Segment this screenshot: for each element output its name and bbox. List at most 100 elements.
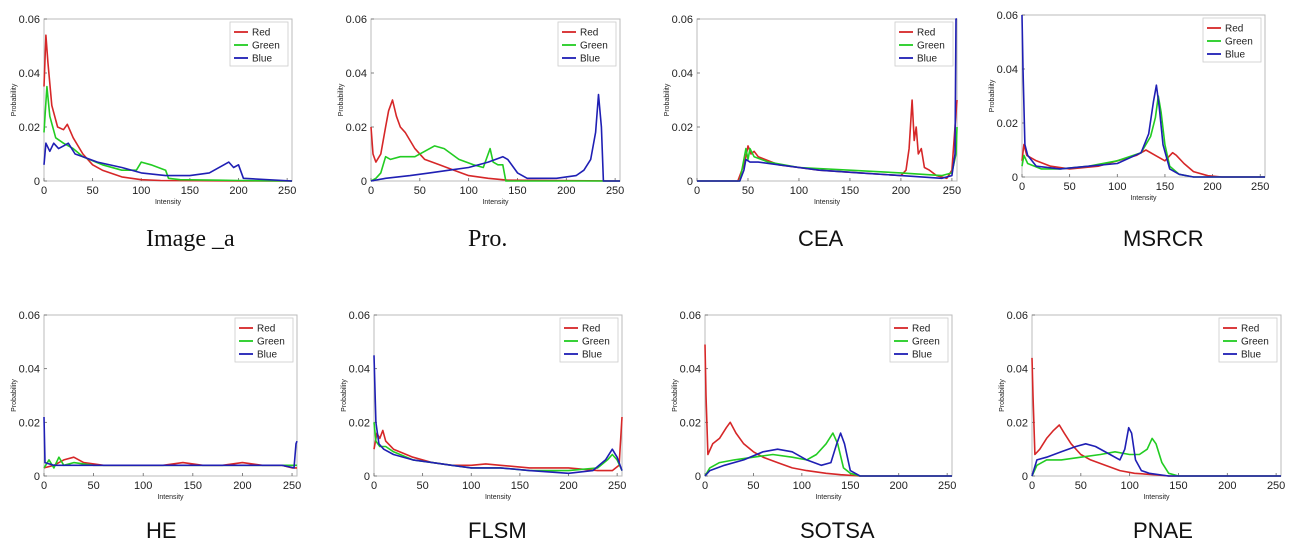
- x-tick-label: 200: [1218, 480, 1236, 492]
- y-axis-label: Probability: [338, 83, 345, 116]
- x-tick-label: 50: [1075, 480, 1087, 492]
- x-axis-label: Intensity: [155, 199, 182, 206]
- series-line-blue: [370, 93, 620, 182]
- chart-caption: FLSM: [468, 518, 527, 543]
- y-tick-label: 0.04: [997, 64, 1018, 76]
- histogram-chart: 0 50 100 150 200 250 0 0.02 0.04 0.06 Intensity Pro…: [664, 14, 961, 206]
- y-tick-label: 0.02: [997, 118, 1018, 130]
- y-tick-label: 0.04: [19, 364, 40, 376]
- legend-label-blue: Blue: [582, 350, 602, 361]
- x-tick-label: 150: [841, 185, 859, 197]
- y-tick-label: 0: [1012, 172, 1018, 184]
- y-tick-label: 0: [34, 471, 40, 483]
- x-tick-label: 250: [278, 185, 296, 197]
- x-tick-label: 200: [557, 185, 575, 197]
- y-axis-label: Probability: [672, 379, 679, 412]
- x-tick-label: 0: [694, 185, 700, 197]
- x-tick-label: 200: [890, 480, 908, 492]
- legend-label-green: Green: [912, 337, 940, 348]
- series-line-green: [704, 432, 952, 477]
- series-line-blue: [704, 432, 952, 477]
- y-tick-label: 0.02: [672, 122, 693, 134]
- y-tick-label: 0.02: [680, 417, 701, 429]
- y-tick-label: 0: [687, 176, 693, 188]
- chart-caption: CEA: [798, 226, 844, 251]
- x-tick-label: 100: [793, 480, 811, 492]
- chart-panel-2: 0 50 100 150 200 250 0 0.02 0.04 0.06 Intensity Pro…: [655, 8, 975, 223]
- x-tick-label: 250: [606, 185, 624, 197]
- x-tick-label: 200: [233, 480, 251, 492]
- x-tick-label: 0: [702, 480, 708, 492]
- chart-caption: MSRCR: [1123, 226, 1204, 251]
- chart-caption: PNAE: [1133, 518, 1193, 543]
- series-line-blue: [43, 142, 293, 182]
- legend-label-blue: Blue: [580, 54, 600, 65]
- legend-label-green: Green: [580, 41, 608, 52]
- y-axis-label: Probability: [11, 379, 18, 412]
- x-axis-label: Intensity: [814, 199, 841, 206]
- y-tick-label: 0.02: [19, 122, 40, 134]
- histogram-chart: 0 50 100 150 200 250 0 0.02 0.04 0.06 Intensity Pro…: [11, 14, 296, 206]
- y-axis-label: Probability: [664, 83, 671, 116]
- legend-label-green: Green: [1241, 337, 1269, 348]
- x-tick-label: 150: [181, 185, 199, 197]
- y-tick-label: 0.06: [672, 14, 693, 26]
- x-tick-label: 50: [87, 480, 99, 492]
- y-tick-label: 0.06: [1007, 310, 1028, 322]
- legend-label-blue: Blue: [1241, 350, 1261, 361]
- y-tick-label: 0: [364, 471, 370, 483]
- x-tick-label: 50: [417, 480, 429, 492]
- x-tick-label: 150: [1169, 480, 1187, 492]
- series-line-green: [1021, 95, 1265, 178]
- x-tick-label: 50: [742, 185, 754, 197]
- y-tick-label: 0: [361, 176, 367, 188]
- chart-panel-5: 0 50 100 150 200 250 0 0.02 0.04 0.06 Intensity Pro…: [330, 306, 650, 521]
- series-line-blue: [43, 416, 298, 469]
- histogram-chart: 0 50 100 150 200 250 0 0.02 0.04 0.06 Intensity Pro…: [338, 14, 624, 206]
- series-line-green: [370, 145, 620, 182]
- histogram-chart: 0 50 100 150 200 250 0 0.02 0.04 0.06 Intensity Pro…: [989, 10, 1269, 202]
- x-tick-label: 100: [790, 185, 808, 197]
- x-axis-label: Intensity: [1143, 494, 1170, 501]
- chart-caption: Image _a: [146, 226, 235, 252]
- x-tick-label: 0: [41, 480, 47, 492]
- series-line-red: [1021, 143, 1265, 178]
- histogram-chart: 0 50 100 150 200 250 0 0.02 0.04 0.06 Intensity Pro…: [11, 310, 301, 501]
- legend-label-blue: Blue: [1225, 50, 1245, 61]
- chart-caption: SOTSA: [800, 518, 875, 543]
- chart-panel-0: 0 50 100 150 200 250 0 0.02 0.04 0.06 Intensity Pro…: [0, 8, 320, 223]
- x-tick-label: 200: [229, 185, 247, 197]
- series-line-red: [370, 99, 621, 182]
- legend-label-green: Green: [252, 41, 280, 52]
- y-tick-label: 0.06: [346, 14, 367, 26]
- x-tick-label: 50: [747, 480, 759, 492]
- x-tick-label: 50: [87, 185, 99, 197]
- x-tick-label: 100: [134, 480, 152, 492]
- y-tick-label: 0.04: [672, 68, 693, 80]
- chart-panel-1: 0 50 100 150 200 250 0 0.02 0.04 0.06 Intensity Pro…: [330, 8, 650, 223]
- x-tick-label: 150: [1156, 181, 1174, 193]
- y-tick-label: 0.04: [349, 364, 370, 376]
- legend-label-green: Green: [582, 337, 610, 348]
- series-line-green: [697, 126, 958, 182]
- x-axis-label: Intensity: [485, 494, 512, 501]
- x-tick-label: 0: [371, 480, 377, 492]
- x-tick-label: 250: [608, 480, 626, 492]
- series-line-red: [704, 344, 952, 477]
- legend-label-red: Red: [582, 324, 600, 335]
- y-tick-label: 0.06: [997, 10, 1018, 22]
- y-tick-label: 0.02: [346, 122, 367, 134]
- x-axis-label: Intensity: [482, 199, 509, 206]
- series-line-blue: [1031, 426, 1281, 477]
- series-line-blue: [1021, 14, 1265, 178]
- legend-label-blue: Blue: [912, 350, 932, 361]
- legend-label-red: Red: [917, 28, 935, 39]
- x-tick-label: 50: [414, 185, 426, 197]
- legend-label-green: Green: [917, 41, 945, 52]
- chart-panel-7: 0 50 100 150 200 250 0 0.02 0.04 0.06 Intensity Pro…: [980, 306, 1300, 521]
- x-tick-label: 0: [1029, 480, 1035, 492]
- series-line-red: [373, 416, 623, 472]
- chart-caption: HE: [146, 518, 177, 543]
- x-tick-label: 250: [938, 480, 956, 492]
- x-tick-label: 200: [1203, 181, 1221, 193]
